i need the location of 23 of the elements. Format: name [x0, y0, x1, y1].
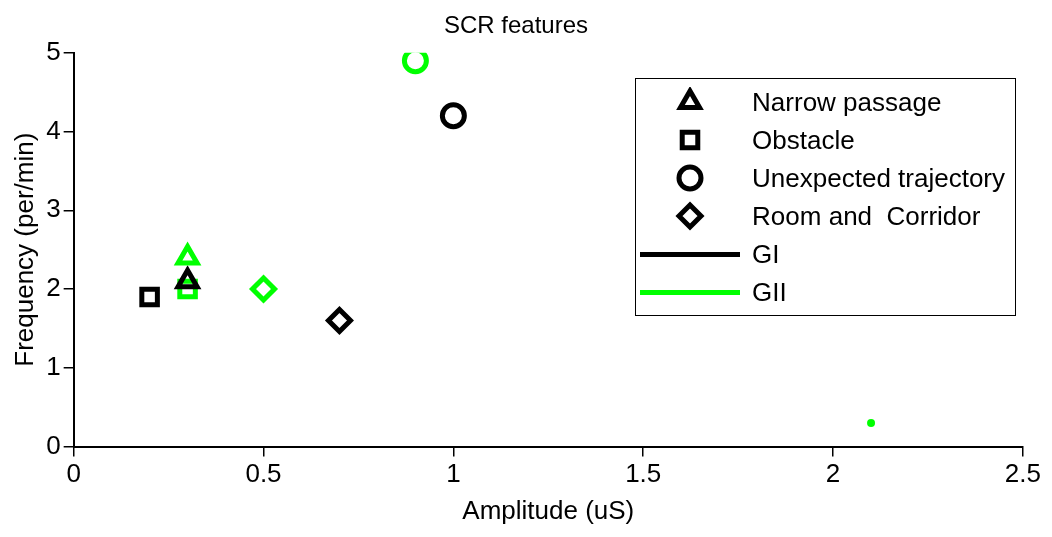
point — [439, 102, 467, 130]
x-tick-label: 0 — [66, 458, 81, 489]
legend-label: GI — [752, 238, 780, 270]
legend-label: Obstacle — [752, 124, 855, 156]
x-tick-label: 2 — [825, 458, 841, 489]
chart-title: SCR features — [443, 11, 589, 39]
x-tick-label: 1 — [446, 458, 461, 489]
y-tick-label: 3 — [46, 193, 61, 224]
y-tick-label: 1 — [46, 351, 61, 382]
legend-label: Unexpected trajectory — [752, 162, 1005, 194]
y-tick-label: 0 — [46, 429, 61, 460]
y-tick-label: 5 — [46, 35, 61, 66]
x-axis-title: Amplitude (uS) — [462, 494, 635, 525]
y-tick-label: 4 — [46, 114, 61, 145]
y-tick-label: 2 — [46, 272, 61, 303]
legend-label: GII — [752, 276, 787, 308]
x-tick-label: 2.5 — [1004, 458, 1042, 489]
legend-label: Room and Corridor — [752, 200, 981, 232]
x-tick-label: 1.5 — [625, 458, 662, 489]
point — [867, 418, 876, 427]
x-tick-label: 0.5 — [245, 458, 282, 489]
y-axis-title: Frequency (per/min) — [8, 132, 39, 367]
legend-label: Narrow passage — [752, 86, 942, 118]
